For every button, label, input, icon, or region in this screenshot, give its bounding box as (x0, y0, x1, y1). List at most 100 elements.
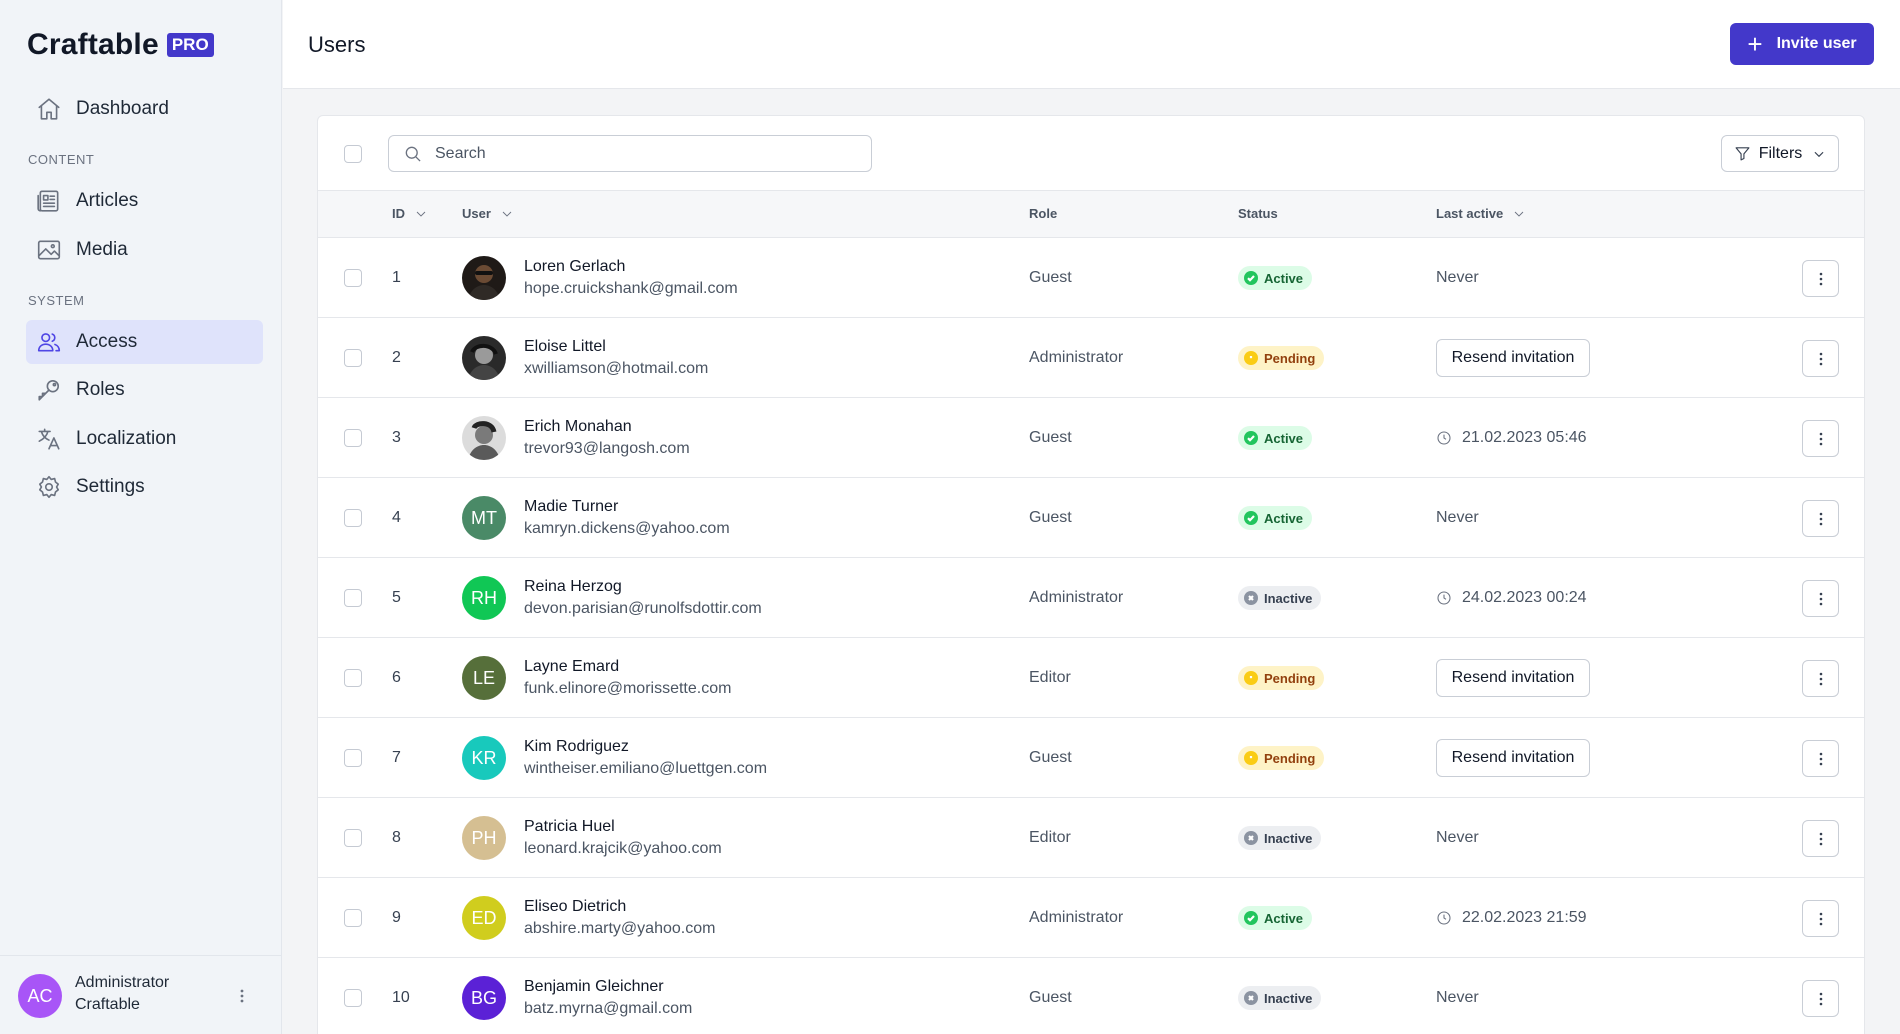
user-role: Guest (1029, 989, 1072, 1006)
more-vertical-icon (1819, 592, 1822, 605)
row-actions-button[interactable] (1802, 660, 1839, 697)
row-actions-button[interactable] (1802, 900, 1839, 937)
row-actions-button[interactable] (1802, 820, 1839, 857)
sidebar-item-roles[interactable]: Roles (26, 368, 263, 412)
row-actions-button[interactable] (1802, 500, 1839, 537)
user-id: 8 (392, 829, 401, 846)
invite-user-label: Invite user (1776, 35, 1857, 52)
user-role: Guest (1029, 749, 1072, 766)
row-actions-button[interactable] (1802, 980, 1839, 1017)
user-name[interactable]: Benjamin Gleichner (524, 978, 664, 995)
user-role: Editor (1029, 829, 1071, 846)
user-name[interactable]: Madie Turner (524, 498, 619, 515)
row-checkbox[interactable] (344, 269, 362, 287)
row-actions-button[interactable] (1802, 420, 1839, 457)
user-name[interactable]: Eloise Littel (524, 338, 606, 355)
user-name[interactable]: Loren Gerlach (524, 258, 626, 275)
search-input[interactable]: Search (388, 135, 872, 172)
resend-invitation-button[interactable]: Resend invitation (1436, 659, 1590, 697)
sidebar-item-localization[interactable]: Localization (26, 417, 263, 461)
nav-section-content: CONTENT (28, 152, 95, 167)
status-badge: Inactive (1238, 986, 1322, 1010)
user-id: 2 (392, 349, 401, 366)
row-checkbox[interactable] (344, 749, 362, 767)
resend-invitation-button[interactable]: Resend invitation (1436, 739, 1590, 777)
row-actions-button[interactable] (1802, 740, 1839, 777)
sidebar-item-dashboard[interactable]: Dashboard (26, 87, 263, 131)
row-checkbox[interactable] (344, 349, 362, 367)
user-name[interactable]: Erich Monahan (524, 418, 632, 435)
row-checkbox[interactable] (344, 669, 362, 687)
column-label: User (462, 206, 491, 221)
column-user-header[interactable]: User (462, 206, 513, 221)
sidebar-item-label: Media (76, 239, 128, 260)
account-menu-button[interactable] (232, 984, 252, 1008)
clock-icon (1437, 431, 1451, 445)
more-vertical-icon (1819, 912, 1822, 925)
last-active: Never (1436, 989, 1479, 1006)
user-email: hope.cruickshank@gmail.com (524, 280, 738, 297)
user-id: 1 (392, 269, 401, 286)
row-checkbox[interactable] (344, 989, 362, 1007)
last-active-value: 21.02.2023 05:46 (1462, 429, 1587, 446)
row-actions-button[interactable] (1802, 260, 1839, 297)
row-actions-button[interactable] (1802, 580, 1839, 617)
status-label: Active (1264, 430, 1304, 446)
more-vertical-icon (1819, 272, 1822, 285)
more-vertical-icon (1819, 672, 1822, 685)
row-actions-button[interactable] (1802, 340, 1839, 377)
user-name[interactable]: Reina Herzog (524, 578, 622, 595)
translate-icon (36, 426, 62, 452)
status-label: Pending (1264, 670, 1316, 686)
user-name[interactable]: Kim Rodriguez (524, 738, 629, 755)
user-id: 3 (392, 429, 401, 446)
row-checkbox[interactable] (344, 509, 362, 527)
row-checkbox[interactable] (344, 589, 362, 607)
row-checkbox[interactable] (344, 429, 362, 447)
sidebar-item-label: Roles (76, 379, 125, 400)
avatar: KR (462, 736, 506, 780)
last-active: Never (1436, 829, 1479, 846)
table-row: 10 BG Benjamin Gleichner batz.myrna@gmai… (318, 958, 1864, 1034)
filters-button[interactable]: Filters (1721, 135, 1839, 172)
sidebar-item-settings[interactable]: Settings (26, 465, 263, 509)
search-icon (405, 146, 421, 162)
pro-badge: PRO (166, 33, 214, 57)
status-badge: Active (1238, 506, 1313, 530)
status-label: Active (1264, 910, 1304, 926)
user-role: Guest (1029, 429, 1072, 446)
invite-user-button[interactable]: + Invite user (1730, 23, 1874, 65)
search-placeholder: Search (435, 144, 486, 162)
column-last-active-header[interactable]: Last active (1436, 206, 1525, 221)
column-label: Last active (1436, 206, 1504, 221)
user-name[interactable]: Layne Emard (524, 658, 620, 675)
newspaper-icon (36, 188, 62, 214)
column-id-header[interactable]: ID (392, 206, 427, 221)
sidebar-item-label: Localization (76, 428, 177, 449)
row-checkbox[interactable] (344, 909, 362, 927)
last-active: Never (1436, 269, 1479, 286)
table-row: 7 KR Kim Rodriguez wintheiser.emiliano@l… (318, 718, 1864, 798)
avatar (462, 336, 506, 380)
status-dot (1244, 351, 1258, 365)
row-checkbox[interactable] (344, 829, 362, 847)
x-icon (1248, 595, 1254, 601)
sidebar-item-access[interactable]: Access (26, 320, 263, 364)
table-row: 4 MT Madie Turner kamryn.dickens@yahoo.c… (318, 478, 1864, 558)
sidebar-item-articles[interactable]: Articles (26, 179, 263, 223)
user-name[interactable]: Patricia Huel (524, 818, 615, 835)
check-icon (1247, 915, 1255, 922)
user-email: leonard.krajcik@yahoo.com (524, 840, 722, 857)
logo[interactable]: Craftable PRO (27, 28, 214, 62)
sidebar-item-media[interactable]: Media (26, 228, 263, 272)
user-name[interactable]: Eliseo Dietrich (524, 898, 627, 915)
user-email: xwilliamson@hotmail.com (524, 360, 709, 377)
table-row: 5 RH Reina Herzog devon.parisian@runolfs… (318, 558, 1864, 638)
clock-icon (1249, 356, 1253, 359)
select-all-checkbox[interactable] (344, 145, 362, 163)
check-icon (1247, 275, 1255, 282)
gear-icon (36, 474, 62, 500)
avatar[interactable]: AC (18, 974, 62, 1018)
avatar (462, 416, 506, 460)
resend-invitation-button[interactable]: Resend invitation (1436, 339, 1590, 377)
